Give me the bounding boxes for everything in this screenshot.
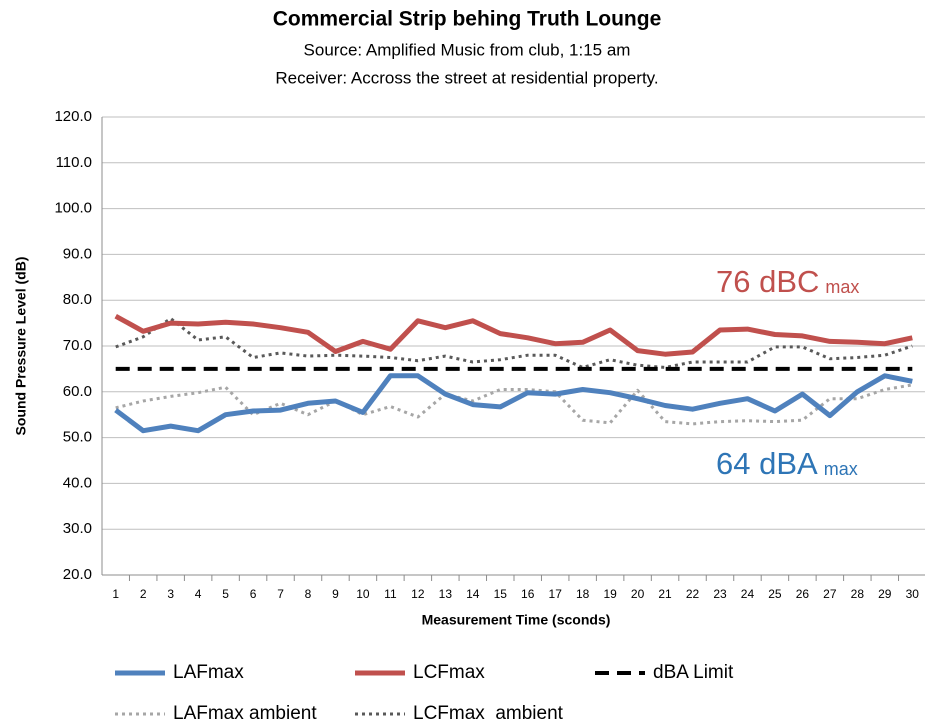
annotation-sub: max [824, 459, 858, 479]
x-tick-label: 30 [906, 587, 920, 601]
annotation-sub: max [825, 277, 859, 297]
series-line [114, 314, 913, 357]
legend-label: LCFmax ambient [413, 703, 564, 724]
x-tick-label: 12 [411, 587, 425, 601]
x-tick-label: 1 [112, 587, 119, 601]
legend-label: LCFmax [413, 662, 485, 683]
x-tick-label: 3 [167, 587, 174, 601]
y-tick-label: 110.0 [56, 154, 92, 171]
x-tick-label: 16 [521, 587, 535, 601]
chart-subtitle: Receiver: Accross the street at resident… [275, 68, 658, 87]
x-tick-label: 6 [250, 587, 257, 601]
annotation-text: 64 dBA [716, 446, 818, 481]
y-tick-label: 40.0 [63, 474, 92, 491]
x-tick-label: 23 [713, 587, 727, 601]
x-tick-label: 9 [332, 587, 339, 601]
chart-title: Commercial Strip behing Truth Lounge [273, 8, 662, 31]
x-tick-label: 8 [305, 587, 312, 601]
x-tick-label: 13 [439, 587, 453, 601]
x-tick-label: 28 [851, 587, 865, 601]
y-tick-label: 50.0 [63, 429, 92, 446]
x-tick-label: 20 [631, 587, 645, 601]
x-axis-label: Measurement Time (sconds) [422, 612, 611, 628]
x-tick-label: 11 [384, 587, 397, 601]
legend-label: LAFmax [173, 662, 244, 683]
x-tick-label: 5 [222, 587, 229, 601]
legend-label: dBA Limit [653, 662, 734, 683]
y-tick-label: 90.0 [63, 245, 92, 262]
series-line [114, 373, 913, 434]
x-tick-label: 25 [768, 587, 782, 601]
annotation: 76 dBC max [716, 264, 859, 299]
x-tick-label: 24 [741, 587, 755, 601]
x-tick-label: 22 [686, 587, 700, 601]
annotation-text: 76 dBC [716, 264, 819, 299]
y-tick-label: 60.0 [63, 383, 92, 400]
legend-label: LAFmax ambient [173, 703, 317, 724]
annotation: 64 dBA max [716, 446, 858, 481]
x-tick-label: 7 [277, 587, 284, 601]
y-tick-label: 20.0 [63, 566, 92, 583]
y-tick-label: 30.0 [63, 520, 92, 537]
x-tick-label: 27 [823, 587, 837, 601]
y-tick-label: 80.0 [63, 291, 92, 308]
x-tick-label: 26 [796, 587, 810, 601]
x-tick-label: 2 [140, 587, 147, 601]
series-line [115, 383, 913, 426]
x-tick-label: 21 [658, 587, 672, 601]
x-tick-label: 18 [576, 587, 590, 601]
y-tick-label: 100.0 [54, 200, 92, 217]
x-tick-label: 29 [878, 587, 892, 601]
y-axis-label: Sound Pressure Level (dB) [13, 257, 29, 436]
x-tick-label: 10 [356, 587, 370, 601]
x-tick-label: 17 [549, 587, 563, 601]
x-tick-label: 4 [195, 587, 202, 601]
x-tick-label: 19 [603, 587, 617, 601]
chart-subtitle: Source: Amplified Music from club, 1:15 … [304, 40, 631, 59]
x-tick-label: 15 [494, 587, 508, 601]
y-tick-label: 120.0 [54, 108, 92, 125]
y-tick-label: 70.0 [63, 337, 92, 354]
series-line [115, 317, 913, 369]
x-tick-label: 14 [466, 587, 480, 601]
